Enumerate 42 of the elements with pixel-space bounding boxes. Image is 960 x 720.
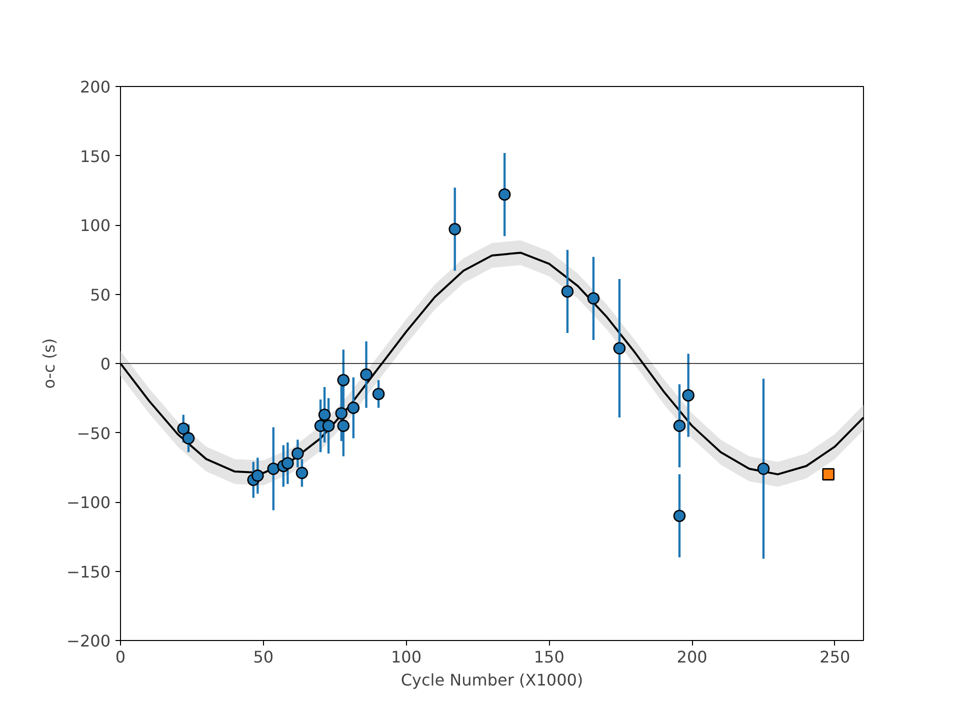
y-tick-label: 50 — [90, 285, 110, 304]
point — [337, 420, 350, 432]
y-tick-label: 0 — [100, 354, 111, 374]
point — [682, 389, 694, 402]
point — [252, 470, 264, 482]
point — [318, 408, 331, 421]
point — [822, 468, 834, 480]
x-tick-label: 100 — [391, 648, 422, 666]
point — [267, 462, 280, 475]
point — [561, 285, 574, 298]
point — [448, 223, 461, 236]
x-tick-label: 200 — [676, 648, 708, 666]
point — [757, 462, 770, 475]
x-tick-label: 0 — [115, 648, 126, 666]
x-axis-title: Cycle Number (X1000) — [400, 670, 584, 690]
point — [498, 188, 511, 201]
x-tick-label: 50 — [253, 648, 274, 666]
y-tick-label: −150 — [66, 562, 111, 582]
point — [347, 402, 360, 414]
point — [177, 422, 190, 435]
x-tick-label: 150 — [534, 648, 564, 666]
y-tick-label: −100 — [66, 493, 111, 512]
point — [182, 432, 195, 444]
y-tick-label: 100 — [80, 216, 111, 235]
y-tick-label: −200 — [66, 632, 111, 650]
y-tick-label: 150 — [80, 146, 111, 166]
y-axis-title: o-c (s) — [40, 338, 59, 389]
point — [613, 342, 626, 354]
x-tick-label: 250 — [820, 648, 850, 666]
point — [292, 447, 304, 460]
point — [337, 374, 350, 386]
point — [673, 420, 686, 432]
point — [296, 466, 308, 480]
y-tick-label: 200 — [80, 78, 111, 96]
point — [587, 292, 600, 305]
point — [360, 368, 372, 381]
point — [322, 420, 335, 432]
point — [282, 457, 294, 470]
y-tick-label: −50 — [76, 424, 110, 443]
point — [673, 510, 686, 522]
point — [372, 388, 385, 400]
point — [335, 407, 348, 420]
